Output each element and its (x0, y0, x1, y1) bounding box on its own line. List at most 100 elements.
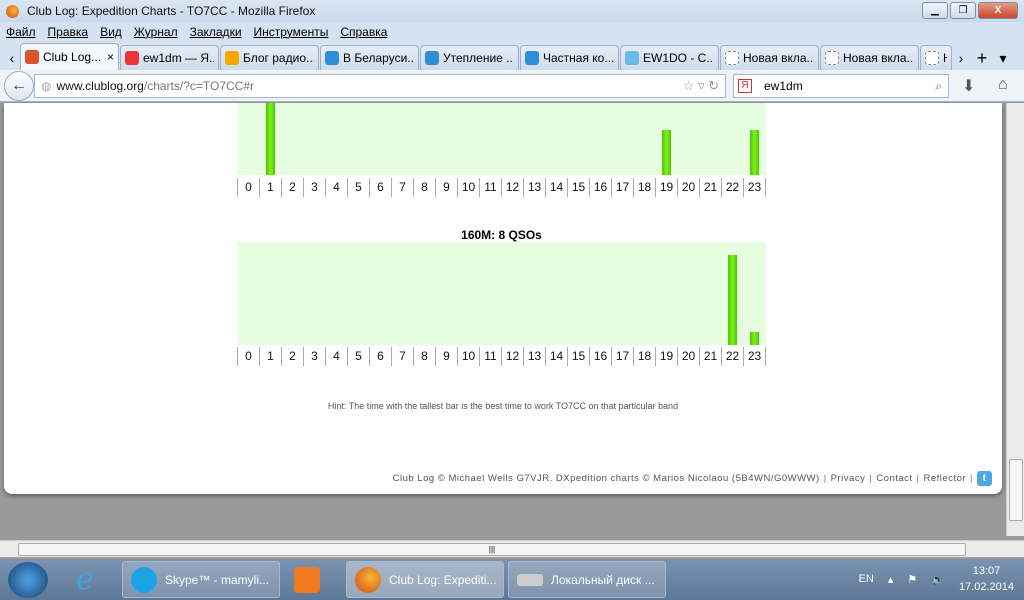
menu-item[interactable]: Файл (6, 25, 36, 39)
chart-plot (237, 103, 766, 175)
reload-icon[interactable]: ↻ (708, 78, 719, 93)
search-icon[interactable]: ⌕ (935, 78, 942, 93)
tray-expand-icon[interactable]: ▴ (887, 573, 894, 586)
x-tick-label: 9 (436, 347, 458, 366)
tab[interactable]: Блог радио... (220, 45, 319, 70)
chart-plot (237, 242, 766, 345)
blank-page-icon (725, 51, 739, 65)
x-tick-label: 4 (326, 347, 348, 366)
tab-scroll-left[interactable]: ‹ (9, 50, 15, 66)
x-tick-label: 13 (524, 178, 546, 197)
flag-icon[interactable]: ⚑ (907, 573, 918, 586)
x-tick-label: 4 (326, 178, 348, 197)
menu-item[interactable]: Вид (100, 25, 122, 39)
menu-item[interactable]: Закладки (189, 25, 242, 39)
contact-link[interactable]: Contact (876, 473, 913, 484)
x-tick-label: 1 (260, 178, 282, 197)
menu-item[interactable]: Инструменты (253, 25, 329, 39)
x-tick-label: 10 (458, 347, 480, 366)
bar (728, 255, 737, 345)
bookmark-star-icon[interactable]: ☆ (682, 78, 695, 93)
x-tick-label: 5 (348, 178, 370, 197)
footer: Club Log © Michael Wells G7VJR. DXpediti… (393, 471, 992, 486)
home-icon[interactable]: ⌂ (998, 76, 1008, 93)
system-tray: EN ▴ ⚑ 🔈 13:07 17.02.2014 (859, 563, 1014, 595)
search-input[interactable]: Я ew1dm ⌕ (733, 74, 949, 98)
blank-page-icon (925, 51, 939, 65)
task-label: Локальный диск ... (551, 572, 655, 587)
x-tick-label: 15 (568, 347, 590, 366)
tab[interactable]: В Беларуси... (320, 45, 419, 70)
x-tick-label: 9 (436, 178, 458, 197)
chart-160m: 0 1 2 3 4 5 6 7 8 9 10 11 12 13 14 15 16 17 18 19 20 21 22 23 (237, 242, 766, 366)
x-tick-label: 5 (348, 347, 370, 366)
vertical-scrollbar[interactable] (1006, 103, 1024, 536)
taskbar-explorer[interactable]: Локальный диск ... (508, 561, 666, 598)
clock[interactable]: 13:07 17.02.2014 (959, 563, 1014, 595)
x-axis: 0 1 2 3 4 5 6 7 8 9 10 11 12 13 14 15 16 17 18 19 20 21 22 23 (237, 178, 766, 197)
twitter-icon[interactable]: t (977, 471, 992, 486)
menu-item[interactable]: Справка (340, 25, 388, 39)
tab[interactable]: Частная ко... (520, 45, 619, 70)
new-tab-button[interactable]: + (976, 48, 988, 68)
x-tick-label: 7 (392, 347, 414, 366)
x-tick-label: 12 (502, 178, 524, 197)
date: 17.02.2014 (958, 581, 1014, 593)
scroll-thumb[interactable] (1009, 459, 1023, 521)
maximize-button[interactable]: ❐ (950, 2, 976, 19)
horizontal-scrollbar[interactable]: ||| (0, 540, 1024, 557)
x-tick-label: 19 (656, 178, 678, 197)
tab[interactable]: Утепление ... (420, 45, 519, 70)
tab-label: Н (943, 51, 947, 65)
scroll-thumb[interactable]: ||| (18, 543, 966, 556)
x-tick-label: 0 (238, 347, 260, 366)
tab-scroll-right[interactable]: › (958, 50, 964, 66)
globe-icon (525, 51, 539, 65)
url-bar[interactable]: ◍ www.clublog.org/charts/?c=TO7CC#r ☆ ▿ … (34, 74, 726, 98)
menu-bar: Файл Правка Вид Журнал Закладки Инструменты Сп… (0, 22, 1024, 42)
start-button[interactable] (8, 561, 48, 598)
language-indicator[interactable]: EN (858, 573, 874, 585)
taskbar-skype[interactable]: Skype™ - mamyli... (122, 561, 280, 598)
menu-item[interactable]: Журнал (133, 25, 178, 39)
x-tick-label: 7 (392, 178, 414, 197)
x-tick-label: 21 (700, 178, 722, 197)
tab[interactable]: Новая вкла... (820, 45, 919, 70)
x-tick-label: 23 (744, 347, 766, 366)
separator: | (869, 473, 873, 484)
tab-label: Club Log... (43, 50, 102, 64)
tab[interactable]: EW1DO - C... (620, 45, 719, 70)
tab[interactable]: Н (920, 45, 952, 70)
tab[interactable]: Club Log... × (20, 43, 119, 70)
reflector-link[interactable]: Reflector (923, 473, 967, 484)
tab-list-button[interactable]: ▾ (999, 50, 1007, 66)
x-tick-label: 3 (304, 178, 326, 197)
menu-item[interactable]: Правка (47, 25, 89, 39)
tab-close-icon[interactable]: × (106, 50, 114, 64)
x-tick-label: 2 (282, 347, 304, 366)
web-icon (625, 51, 639, 65)
separator: | (970, 473, 973, 484)
volume-icon[interactable]: 🔈 (931, 573, 945, 586)
yandex-icon[interactable]: Я (738, 79, 752, 93)
drive-icon (517, 573, 543, 586)
close-button[interactable]: X (978, 2, 1018, 19)
nav-bar: ← ◍ www.clublog.org/charts/?c=TO7CC#r ☆ … (0, 70, 1024, 102)
tab[interactable]: ew1dm — Я... (120, 45, 219, 70)
x-tick-label: 23 (744, 178, 766, 197)
minimize-button[interactable]: ▁ (922, 2, 948, 19)
back-button[interactable]: ← (4, 70, 34, 101)
taskbar-firefox[interactable]: Club Log: Expediti... (346, 561, 504, 598)
globe-icon: ◍ (41, 79, 52, 93)
x-axis: 0 1 2 3 4 5 6 7 8 9 10 11 12 13 14 15 16 17 18 19 20 21 22 23 (237, 347, 766, 366)
separator: | (823, 473, 827, 484)
tab-label: Утепление ... (443, 51, 514, 65)
privacy-link[interactable]: Privacy (830, 473, 866, 484)
dropdown-icon[interactable]: ▿ (697, 78, 705, 93)
tab-label: EW1DO - C... (643, 51, 714, 65)
download-icon[interactable]: ⬇ (962, 78, 976, 95)
x-tick-label: 2 (282, 178, 304, 197)
tab[interactable]: Новая вкла... (720, 45, 819, 70)
taskbar-media-player[interactable] (286, 561, 342, 598)
internet-explorer-icon[interactable]: e (76, 562, 94, 597)
